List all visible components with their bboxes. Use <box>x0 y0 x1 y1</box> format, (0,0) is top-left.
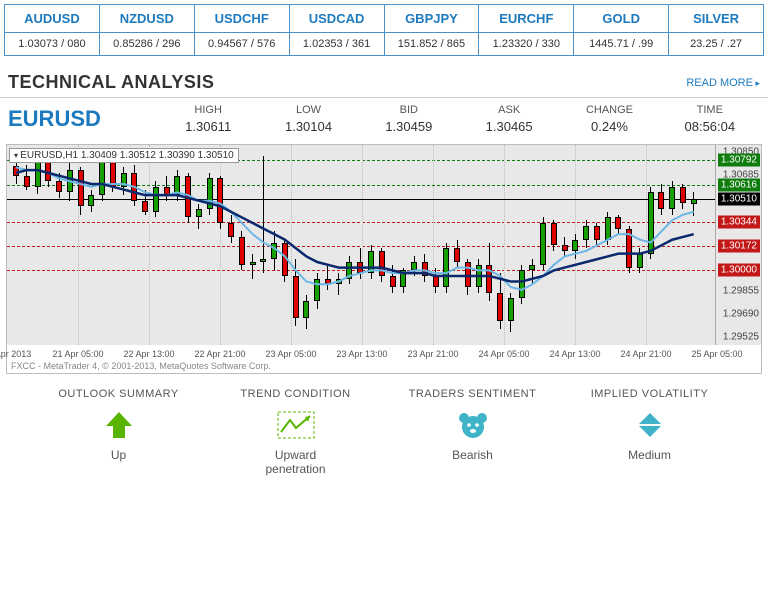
indicator-header: OUTLOOK SUMMARY <box>49 388 189 400</box>
x-tick: 23 Apr 21:00 <box>407 349 458 359</box>
price-chart[interactable]: EURUSD,H1 1.30409 1.30512 1.30390 1.3051… <box>6 144 762 374</box>
stat: ASK 1.30465 <box>459 104 559 134</box>
stat-value: 1.30465 <box>459 119 559 134</box>
quote-symbol[interactable]: USDCAD <box>290 5 384 33</box>
stat-value: 08:56:04 <box>660 119 760 134</box>
y-badge: 1.30172 <box>718 240 760 253</box>
stat: CHANGE 0.24% <box>559 104 659 134</box>
indicator-text: Upwardpenetration <box>226 448 366 476</box>
quote-value: 1.02353 / 361 <box>290 33 384 55</box>
indicator-icon <box>226 408 366 442</box>
stat: LOW 1.30104 <box>258 104 358 134</box>
arrow-up-icon <box>104 410 134 440</box>
quote-value: 23.25 / .27 <box>669 33 763 55</box>
stat: HIGH 1.30611 <box>158 104 258 134</box>
x-tick: 25 Apr 05:00 <box>691 349 742 359</box>
indicator-header: TRADERS SENTIMENT <box>403 388 543 400</box>
x-tick: 19 Apr 2013 <box>0 349 31 359</box>
quote-value: 1445.71 / .99 <box>574 33 668 55</box>
indicator: IMPLIED VOLATILITY Medium <box>580 388 720 476</box>
quote-cell: SILVER23.25 / .27 <box>669 5 763 55</box>
quote-cell: NZDUSD0.85286 / 296 <box>100 5 195 55</box>
y-badge: 1.30792 <box>718 154 760 167</box>
quote-symbol[interactable]: EURCHF <box>479 5 573 33</box>
y-badge: 1.30616 <box>718 178 760 191</box>
stat-label: CHANGE <box>559 104 659 116</box>
x-tick: 23 Apr 13:00 <box>336 349 387 359</box>
y-tick: 1.29855 <box>723 285 759 296</box>
quote-value: 1.03073 / 080 <box>5 33 99 55</box>
stat-label: TIME <box>660 104 760 116</box>
stat-label: ASK <box>459 104 559 116</box>
y-tick: 1.29690 <box>723 308 759 319</box>
x-tick: 22 Apr 13:00 <box>123 349 174 359</box>
quote-cell: GBPJPY151.852 / 865 <box>385 5 480 55</box>
stat-value: 1.30611 <box>158 119 258 134</box>
indicator: TREND CONDITION Upwardpenetration <box>226 388 366 476</box>
quote-symbol[interactable]: GBPJPY <box>385 5 479 33</box>
indicator: OUTLOOK SUMMARY Up <box>49 388 189 476</box>
x-tick: 22 Apr 21:00 <box>194 349 245 359</box>
indicator-row: OUTLOOK SUMMARY Up TREND CONDITION Upwardpe… <box>0 374 768 486</box>
stat-label: HIGH <box>158 104 258 116</box>
quote-symbol[interactable]: GOLD <box>574 5 668 33</box>
indicator: TRADERS SENTIMENT Bearish <box>403 388 543 476</box>
chart-y-axis: 1.308501.306851.298551.296901.295251.307… <box>715 145 761 345</box>
quote-symbol[interactable]: NZDUSD <box>100 5 194 33</box>
chart-title-bar[interactable]: EURUSD,H1 1.30409 1.30512 1.30390 1.3051… <box>9 148 239 163</box>
stat-value: 0.24% <box>559 119 659 134</box>
y-badge: 1.30510 <box>718 193 760 206</box>
y-tick: 1.29525 <box>723 331 759 342</box>
section-header: TECHNICAL ANALYSIS READ MORE <box>0 60 768 98</box>
trend-icon <box>276 410 316 440</box>
chart-hline <box>7 246 715 247</box>
section-title: TECHNICAL ANALYSIS <box>8 72 214 93</box>
x-tick: 24 Apr 13:00 <box>549 349 600 359</box>
stat-label: LOW <box>258 104 358 116</box>
y-badge: 1.30000 <box>718 264 760 277</box>
stat: BID 1.30459 <box>359 104 459 134</box>
x-tick: 23 Apr 05:00 <box>265 349 316 359</box>
indicator-icon <box>49 408 189 442</box>
indicator-text: Bearish <box>403 448 543 462</box>
read-more-link[interactable]: READ MORE <box>686 77 760 89</box>
indicator-icon <box>580 408 720 442</box>
indicator-text: Up <box>49 448 189 462</box>
quote-value: 151.852 / 865 <box>385 33 479 55</box>
y-badge: 1.30344 <box>718 216 760 229</box>
quote-value: 1.23320 / 330 <box>479 33 573 55</box>
x-tick: 24 Apr 21:00 <box>620 349 671 359</box>
quote-symbol[interactable]: AUDUSD <box>5 5 99 33</box>
indicator-header: IMPLIED VOLATILITY <box>580 388 720 400</box>
stat-value: 1.30459 <box>359 119 459 134</box>
indicator-icon <box>403 408 543 442</box>
chart-plot-area <box>7 145 715 345</box>
bear-icon <box>456 410 490 440</box>
chart-x-axis: FXCC - MetaTrader 4, © 2001-2013, MetaQu… <box>7 345 715 373</box>
quote-cell: GOLD1445.71 / .99 <box>574 5 669 55</box>
indicator-text: Medium <box>580 448 720 462</box>
quote-cell: AUDUSD1.03073 / 080 <box>5 5 100 55</box>
stat-label: BID <box>359 104 459 116</box>
quote-cell: EURCHF1.23320 / 330 <box>479 5 574 55</box>
quote-symbol[interactable]: USDCHF <box>195 5 289 33</box>
quote-value: 0.94567 / 576 <box>195 33 289 55</box>
indicator-header: TREND CONDITION <box>226 388 366 400</box>
stat-value: 1.30104 <box>258 119 358 134</box>
pair-symbol[interactable]: EURUSD <box>8 106 158 132</box>
x-tick: 21 Apr 05:00 <box>52 349 103 359</box>
stat: TIME 08:56:04 <box>660 104 760 134</box>
quote-table: AUDUSD1.03073 / 080NZDUSD0.85286 / 296US… <box>4 4 764 56</box>
diamond-icon <box>635 410 665 440</box>
stats-group: HIGH 1.30611LOW 1.30104BID 1.30459ASK 1.3046… <box>158 104 760 134</box>
x-tick: 24 Apr 05:00 <box>478 349 529 359</box>
quote-value: 0.85286 / 296 <box>100 33 194 55</box>
quote-cell: USDCAD1.02353 / 361 <box>290 5 385 55</box>
chart-credit: FXCC - MetaTrader 4, © 2001-2013, MetaQu… <box>11 361 271 371</box>
quote-symbol[interactable]: SILVER <box>669 5 763 33</box>
ticker-row: EURUSD HIGH 1.30611LOW 1.30104BID 1.30459AS… <box>0 98 768 144</box>
quote-cell: USDCHF0.94567 / 576 <box>195 5 290 55</box>
